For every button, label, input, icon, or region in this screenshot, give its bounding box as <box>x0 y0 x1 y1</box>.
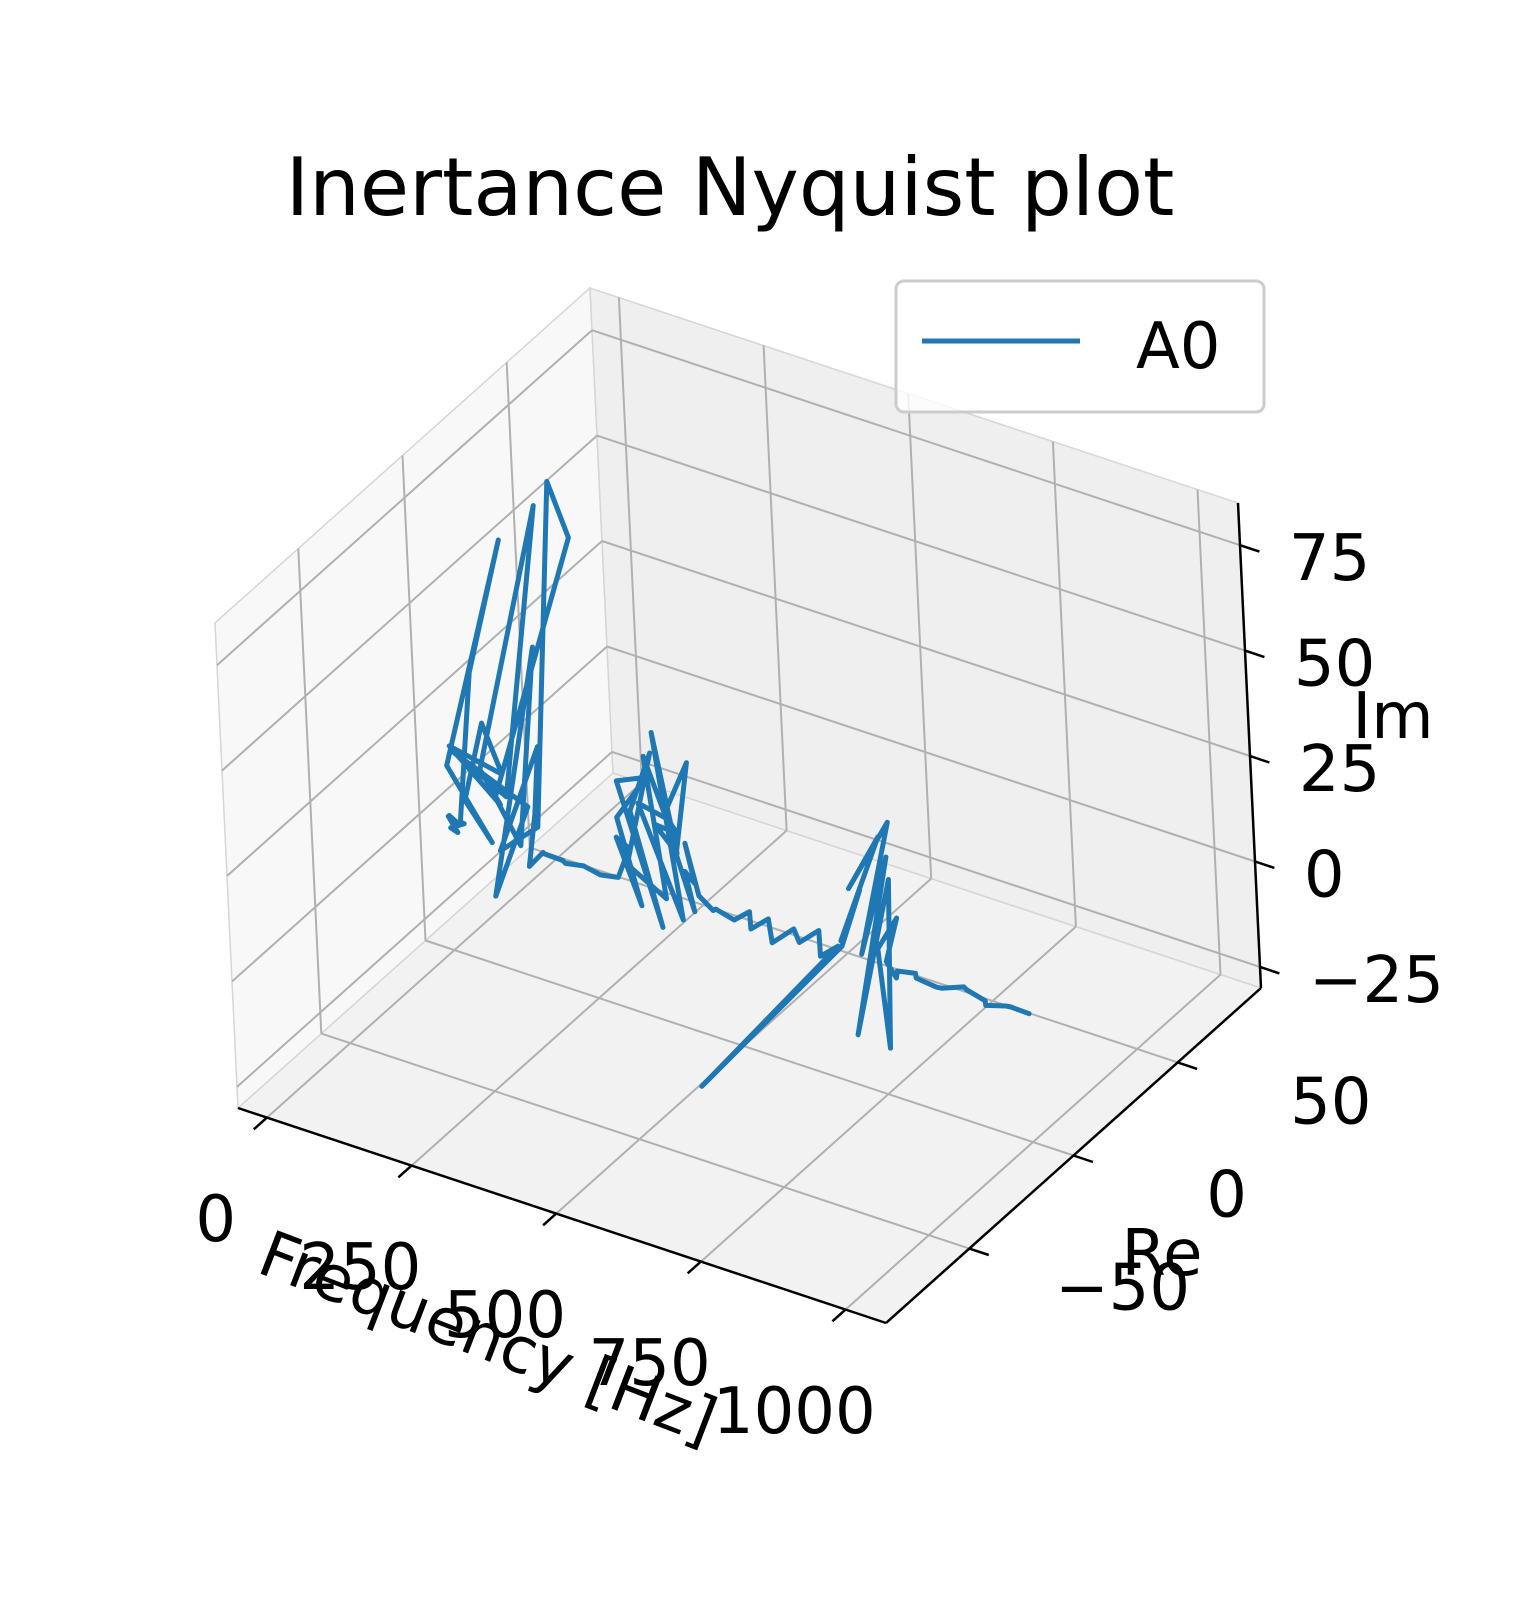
chart-title: Inertance Nyquist plot <box>286 141 1175 234</box>
grid-line-z-left <box>221 434 598 772</box>
x-axis-line <box>237 1106 887 1325</box>
grid-line-y-left <box>297 548 323 1034</box>
grid-line-x-back <box>907 393 933 879</box>
grid-line-x-back <box>617 297 643 783</box>
y-tick-mark <box>968 1247 990 1257</box>
grid-line-z-left <box>231 645 608 983</box>
y-tick-mark <box>1177 1061 1198 1071</box>
series-group <box>444 478 1032 1089</box>
y-tick-label: 0 <box>1206 1158 1247 1232</box>
grid-line-z-back <box>596 434 1246 652</box>
y-tick-label: −50 <box>1055 1251 1190 1325</box>
x-tick-mark <box>542 1212 558 1227</box>
z-axis-line <box>1236 502 1263 989</box>
x-tick-label: 1000 <box>713 1375 876 1449</box>
grid-line-y-floor <box>425 939 1074 1157</box>
z-tick-mark <box>1249 754 1270 764</box>
z-tick-mark <box>1239 544 1260 553</box>
grid-line-y-floor <box>320 1032 970 1250</box>
z-axis-label: Im <box>1352 680 1433 754</box>
grid-line-z-back <box>606 645 1256 863</box>
grid-line-x-back <box>762 345 788 831</box>
x-tick-mark <box>831 1308 847 1323</box>
axis-panes <box>214 286 1263 1324</box>
legend-box <box>894 279 1266 414</box>
z-tick-mark <box>1259 965 1280 975</box>
grid-line-x-back <box>1051 441 1077 927</box>
grid-line-x-back <box>1196 489 1222 975</box>
grid-lines <box>216 297 1261 1311</box>
grid-line-z-back <box>611 750 1261 968</box>
x-tick-label: 750 <box>589 1327 711 1401</box>
x-tick-mark <box>252 1116 268 1131</box>
legend-label: A0 <box>1136 310 1221 384</box>
y-axis-label: Re <box>1122 1217 1203 1291</box>
z-tick-label: −25 <box>1309 944 1444 1018</box>
x-tick-mark <box>397 1164 413 1179</box>
z-tick-label: 75 <box>1289 522 1370 596</box>
z-tick-label: 25 <box>1299 733 1380 807</box>
z-tick-mark <box>1244 649 1265 659</box>
z-tick-label: 50 <box>1294 628 1375 702</box>
y-tick-mark <box>1073 1154 1094 1164</box>
z-tick-mark <box>1254 860 1275 870</box>
series-line-a0 <box>444 478 1032 1089</box>
y-tick-label: 50 <box>1290 1065 1371 1139</box>
legend: A0 <box>894 279 1266 414</box>
grid-line-z-back <box>591 329 1241 547</box>
grid-line-z-left <box>226 540 603 877</box>
grid-line-z-left <box>236 751 613 1088</box>
z-tick-label: 0 <box>1304 838 1345 912</box>
grid-line-y-left <box>401 455 427 941</box>
grid-line-z-back <box>601 540 1251 757</box>
x-tick-label: 500 <box>444 1279 566 1353</box>
x-tick-label: 0 <box>195 1183 236 1257</box>
x-tick-label: 250 <box>299 1231 421 1305</box>
x-tick-mark <box>686 1260 702 1275</box>
grid-line-z-left <box>216 329 593 666</box>
